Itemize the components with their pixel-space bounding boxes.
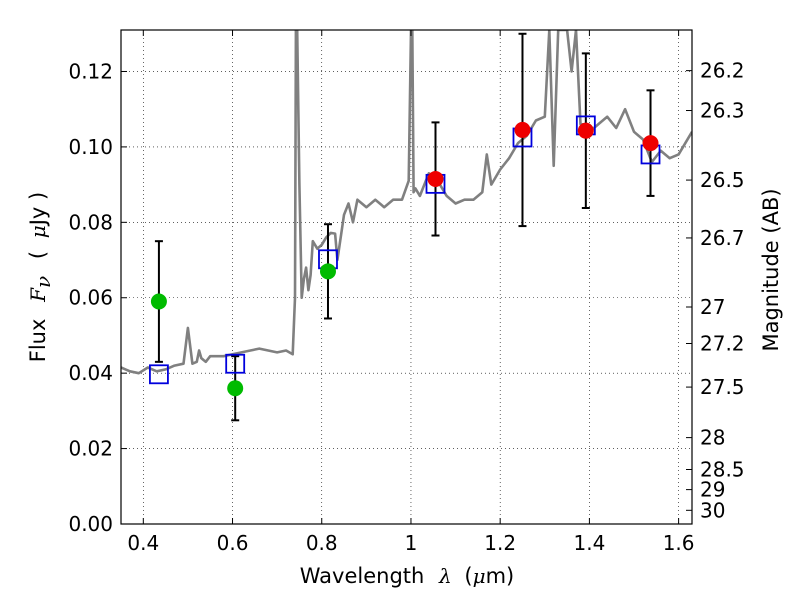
y-tick-label: 0.12	[68, 59, 113, 83]
y2-tick-label: 26.3	[700, 99, 745, 123]
grid	[121, 30, 692, 525]
y2-tick-label: 27.2	[700, 332, 745, 356]
y2-tick-label: 26.7	[700, 226, 745, 250]
x-tick-label: 1.6	[663, 531, 695, 555]
photometry-point	[150, 293, 167, 310]
x-tick-label: 1.4	[573, 531, 605, 555]
y2-axis-label: Magnitude (AB)	[759, 188, 783, 351]
x-axis-label: Wavelength λ (μm)	[300, 564, 515, 588]
data-markers	[149, 115, 661, 397]
x-tick-label: 0.6	[217, 531, 249, 555]
plot-frame	[120, 29, 693, 525]
photometry-point	[514, 121, 531, 138]
y2-tick-label: 30	[700, 498, 725, 522]
photometry-point	[577, 122, 594, 139]
photometry-point	[642, 135, 659, 152]
y-tick-label: 0.00	[68, 512, 113, 536]
photometry-point	[227, 380, 244, 397]
model-square-marker	[225, 353, 246, 374]
y2-tick-label: 28	[700, 426, 725, 450]
x-tick-label: 1.2	[484, 531, 516, 555]
model-square-marker	[149, 364, 169, 385]
axis-ticks: 0.4 0.6 0.8 1 1.2 1.4 1.6 0.00 0.02 0.04 0.06 0.08 0…	[68, 30, 745, 555]
y-axis-label: Flux Fν ( μJy )	[26, 192, 55, 362]
y2-tick-label: 27	[700, 295, 725, 319]
y-tick-label: 0.04	[68, 361, 113, 385]
y2-tick-label: 28.5	[700, 457, 745, 481]
y-tick-label: 0.02	[68, 437, 113, 461]
y2-tick-label: 26.2	[700, 59, 745, 83]
x-tick-label: 0.8	[306, 531, 338, 555]
y-tick-label: 0.10	[68, 135, 113, 159]
y2-tick-label: 29	[700, 478, 725, 502]
photometry-point	[319, 263, 336, 280]
y-tick-label: 0.08	[68, 210, 113, 234]
y-tick-label: 0.06	[68, 286, 113, 310]
model-spectrum	[121, 30, 692, 375]
y2-tick-label: 27.5	[700, 375, 745, 399]
x-tick-label: 1	[405, 531, 418, 555]
spectrum-line	[121, 30, 692, 375]
photometry-point	[427, 170, 444, 187]
y2-tick-label: 26.5	[700, 168, 745, 192]
x-tick-label: 0.4	[127, 531, 159, 555]
